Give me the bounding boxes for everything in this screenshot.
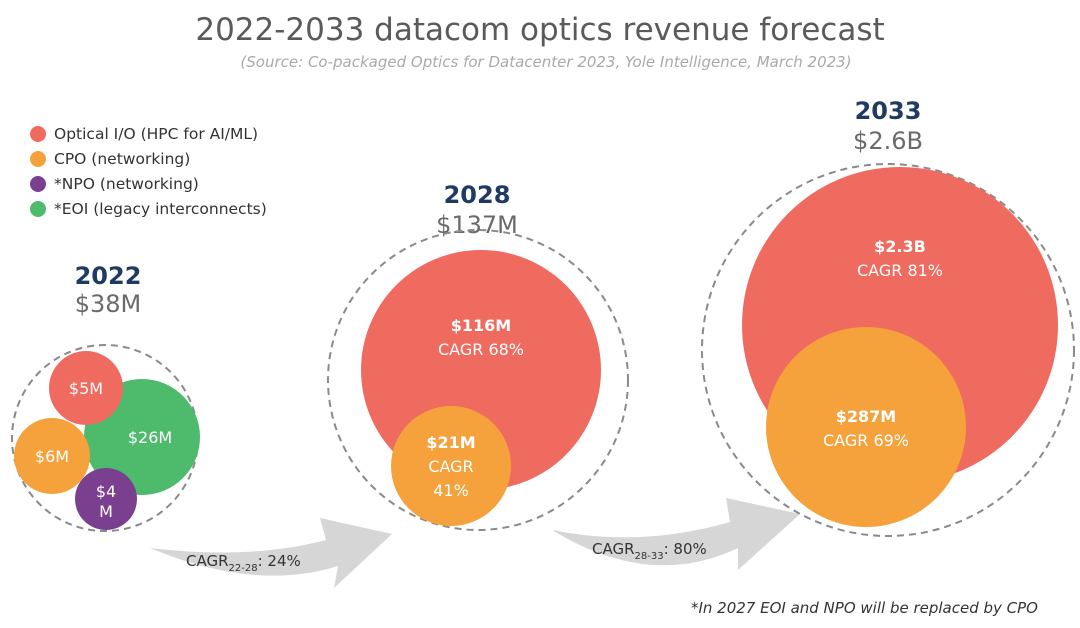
growth-arrow-shape-1 bbox=[150, 518, 392, 588]
group-2022: 2022 $38M $5M $26M $6M $4 M bbox=[11, 262, 200, 532]
boundary-circle-2033 bbox=[701, 163, 1075, 537]
legend: Optical I/O (HPC for AI/ML) CPO (network… bbox=[30, 125, 267, 218]
bubble-label-2022-optical: $5M bbox=[69, 379, 103, 398]
bubble-label-2033-optical-line2: CAGR 81% bbox=[857, 261, 943, 280]
footnote: *In 2027 EOI and NPO will be replaced by… bbox=[691, 599, 1038, 617]
growth-label-2: CAGR28-33: 80% bbox=[592, 540, 707, 562]
bubble-2022-npo bbox=[75, 468, 137, 530]
chart-title: 2022-2033 datacom optics revenue forecas… bbox=[195, 12, 884, 48]
group-2033: 2033 $2.6B $2.3B CAGR 81% $287M CAGR 69% bbox=[701, 97, 1075, 537]
year-label-2022: 2022 bbox=[75, 262, 142, 290]
growth-label-1-sub: 22-28 bbox=[229, 563, 258, 574]
growth-label-1-value: : 24% bbox=[258, 552, 301, 570]
growth-label-2-main: CAGR bbox=[592, 540, 635, 558]
bubble-label-2022-npo: $4 bbox=[96, 482, 116, 501]
legend-marker-cpo bbox=[30, 151, 46, 167]
chart-subtitle: (Source: Co-packaged Optics for Datacent… bbox=[240, 53, 851, 71]
group-2028: 2028 $137M $116M CAGR 68% $21M CAGR 41% bbox=[327, 181, 629, 531]
growth-arrow-2: CAGR28-33: 80% bbox=[552, 498, 800, 570]
bubble-label-2033-cpo: $287M bbox=[836, 407, 896, 426]
total-label-2022: $38M bbox=[75, 290, 142, 318]
growth-label-1: CAGR22-28: 24% bbox=[186, 552, 301, 574]
growth-label-2-value: : 80% bbox=[664, 540, 707, 558]
bubble-label-2028-cpo-line3: 41% bbox=[433, 481, 469, 500]
growth-arrow-shape-2 bbox=[552, 498, 800, 570]
bubble-2022-optical bbox=[49, 351, 123, 425]
legend-marker-eoi bbox=[30, 201, 46, 217]
year-label-2033: 2033 bbox=[855, 97, 922, 125]
bubble-label-2022-cpo: $6M bbox=[35, 447, 69, 466]
bubble-label-2033-cpo-line2: CAGR 69% bbox=[823, 431, 909, 450]
bubble-label-2028-optical-line2: CAGR 68% bbox=[438, 340, 524, 359]
bubble-label-2033-optical: $2.3B bbox=[874, 237, 926, 256]
year-label-2028: 2028 bbox=[444, 181, 511, 209]
legend-label-eoi: *EOI (legacy interconnects) bbox=[54, 200, 267, 218]
legend-label-optical: Optical I/O (HPC for AI/ML) bbox=[54, 125, 258, 143]
bubble-label-2022-eoi: $26M bbox=[128, 428, 172, 447]
growth-arrow-1: CAGR22-28: 24% bbox=[150, 518, 392, 588]
bubble-2033-cpo bbox=[766, 327, 966, 527]
legend-label-npo: *NPO (networking) bbox=[54, 175, 199, 193]
legend-marker-optical bbox=[30, 126, 46, 142]
total-label-2028: $137M bbox=[436, 211, 518, 239]
boundary-circle-2028 bbox=[327, 229, 629, 531]
bubble-label-2028-cpo: $21M bbox=[426, 433, 475, 452]
legend-marker-npo bbox=[30, 176, 46, 192]
bubble-label-2028-cpo-line2: CAGR bbox=[428, 457, 473, 476]
total-label-2033: $2.6B bbox=[853, 127, 923, 155]
bubble-2022-cpo bbox=[14, 418, 90, 494]
growth-label-1-main: CAGR bbox=[186, 552, 229, 570]
legend-label-cpo: CPO (networking) bbox=[54, 150, 190, 168]
bubble-label-2022-npo-line2: M bbox=[99, 502, 113, 521]
growth-label-2-sub: 28-33 bbox=[635, 551, 664, 562]
bubble-label-2028-optical: $116M bbox=[451, 316, 511, 335]
bubble-2028-cpo bbox=[391, 406, 511, 526]
